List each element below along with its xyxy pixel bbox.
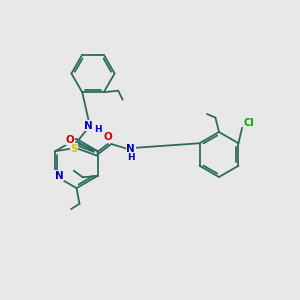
Text: S: S [70,144,77,154]
Text: O: O [66,135,75,145]
Text: N: N [55,171,64,181]
Text: H: H [94,125,102,134]
Text: H: H [127,153,135,162]
Text: O: O [104,132,113,142]
Text: Cl: Cl [243,118,254,128]
Text: N: N [126,144,135,154]
Text: N: N [84,121,93,131]
